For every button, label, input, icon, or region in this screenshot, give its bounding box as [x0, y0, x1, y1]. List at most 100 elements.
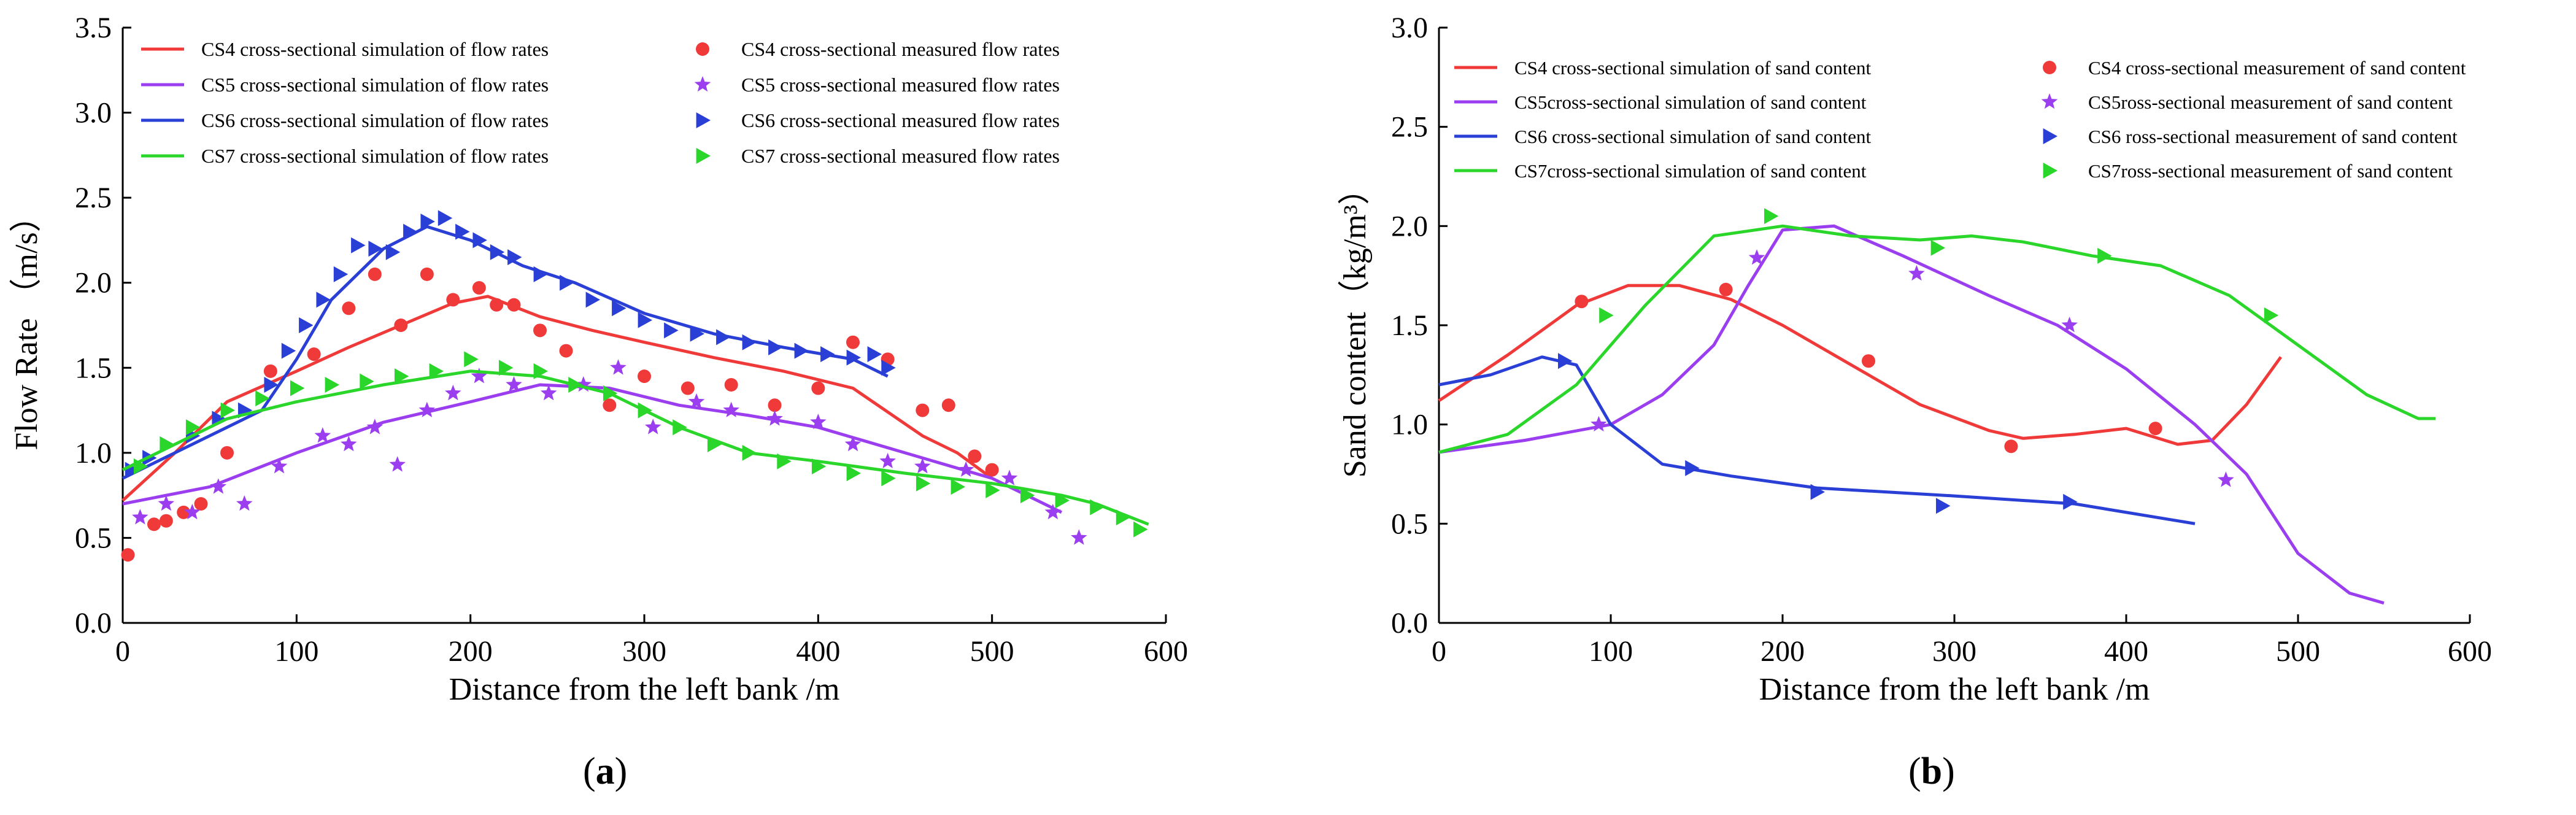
x-tick-label: 0 — [115, 635, 130, 668]
data-point — [540, 384, 557, 401]
legend-swatch — [696, 42, 709, 56]
x-tick-label: 400 — [2104, 635, 2148, 668]
data-point — [777, 453, 792, 469]
data-point — [951, 479, 965, 495]
x-tick-label: 500 — [2276, 635, 2320, 668]
legend-label: CS6 cross-sectional measured flow rates — [741, 109, 1060, 131]
data-point — [455, 223, 470, 240]
data-point — [603, 385, 618, 401]
data-point — [2097, 247, 2112, 264]
data-point — [132, 509, 148, 525]
data-point — [184, 503, 201, 520]
data-point — [263, 364, 277, 378]
data-point — [716, 329, 731, 346]
data-point — [333, 266, 349, 282]
data-point — [1591, 415, 1607, 431]
data-point — [638, 369, 651, 384]
y-axis-title: Flow Rate （m/s） — [9, 200, 44, 450]
data-point — [281, 342, 296, 359]
data-point — [533, 323, 547, 338]
y-tick-label: 2.0 — [75, 267, 112, 299]
x-tick-label: 300 — [1932, 635, 1976, 668]
data-point — [360, 373, 374, 390]
data-point — [560, 274, 574, 291]
data-point — [271, 458, 288, 474]
data-point — [1090, 499, 1105, 516]
data-point — [1936, 498, 1951, 514]
data-point — [418, 401, 436, 417]
data-point — [2264, 307, 2279, 323]
data-point — [506, 376, 522, 392]
legend-label: CS7 cross-sectional simulation of flow r… — [201, 145, 549, 167]
data-point — [368, 241, 383, 257]
data-point — [914, 458, 931, 474]
data-point — [1001, 469, 1018, 485]
legend-swatch — [696, 148, 711, 164]
data-point — [690, 325, 704, 342]
legend-label: CS5ross-sectional measurement of sand co… — [2088, 91, 2453, 113]
data-point — [472, 281, 486, 295]
x-axis-title: Distance from the left bank /m — [449, 672, 840, 707]
series-line — [1438, 284, 2283, 446]
data-point — [472, 232, 487, 249]
data-point — [394, 368, 409, 385]
data-point — [916, 475, 931, 492]
data-point — [766, 410, 783, 426]
legend-label: CS4 cross-sectional measured flow rates — [741, 38, 1060, 60]
data-point — [844, 436, 862, 452]
data-point — [368, 267, 382, 281]
data-point — [768, 339, 783, 356]
data-point — [768, 398, 782, 412]
y-tick-label: 0.5 — [1391, 508, 1428, 540]
data-point — [2218, 471, 2234, 487]
data-point — [210, 478, 227, 494]
data-point — [957, 461, 974, 477]
series-line — [122, 383, 1063, 514]
data-point — [325, 377, 339, 393]
data-point — [811, 381, 825, 395]
data-point — [1133, 521, 1148, 538]
y-tick-label: 0.5 — [75, 522, 112, 554]
data-point — [1044, 503, 1062, 520]
data-point — [194, 497, 208, 511]
data-point — [1055, 492, 1070, 509]
legend-label: CS5cross-sectional simulation of sand co… — [1514, 91, 1867, 113]
legend-label: CS7 cross-sectional measured flow rates — [741, 145, 1060, 167]
series-line — [1438, 224, 2385, 605]
data-point — [403, 223, 418, 240]
data-point — [559, 344, 573, 358]
legend-swatch — [2041, 93, 2058, 109]
data-point — [575, 376, 592, 392]
data-point — [610, 359, 627, 375]
data-point — [507, 249, 522, 266]
legend-label: CS6 cross-sectional simulation of sand c… — [1514, 126, 1872, 147]
x-tick-label: 400 — [796, 635, 840, 668]
data-point — [147, 517, 161, 531]
data-point — [2148, 422, 2162, 436]
x-axis-title: Distance from the left bank /m — [1759, 672, 2150, 707]
x-tick-label: 500 — [970, 635, 1014, 668]
data-point — [638, 312, 652, 328]
series-line — [121, 225, 889, 480]
series-line — [121, 295, 993, 502]
legend-label: CS6 ross-sectional measurement of sand c… — [2088, 126, 2458, 147]
data-point — [1685, 460, 1700, 476]
data-point — [220, 446, 234, 460]
x-tick-label: 100 — [1589, 635, 1633, 668]
data-point — [351, 237, 366, 253]
data-point — [490, 298, 504, 312]
data-point — [446, 293, 460, 307]
data-point — [723, 401, 739, 417]
data-point — [498, 360, 514, 376]
data-point — [742, 334, 757, 350]
data-point — [1930, 239, 1945, 256]
legend-label: CS5 cross-sectional measured flow rates — [741, 74, 1060, 96]
data-point — [742, 444, 757, 461]
data-point — [916, 403, 930, 417]
data-point — [846, 349, 861, 366]
data-point — [429, 363, 444, 379]
legend-swatch — [2043, 61, 2056, 74]
data-point — [255, 390, 270, 407]
data-point — [533, 266, 548, 282]
y-tick-label: 1.0 — [1391, 409, 1428, 441]
